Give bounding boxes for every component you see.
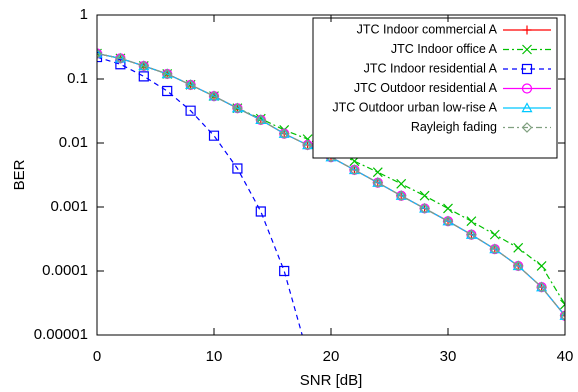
y-tick-label: 0.0001 xyxy=(42,262,88,279)
marker xyxy=(255,206,266,217)
legend-label: JTC Outdoor urban low-rise A xyxy=(332,100,497,114)
marker xyxy=(279,265,290,277)
legend: JTC Indoor commercial A JTC Indoor office… xyxy=(312,17,558,159)
x-tick-label: 30 xyxy=(440,348,457,365)
y-tick-label: 0.001 xyxy=(50,198,88,215)
y-tick-label: 0.1 xyxy=(67,70,88,87)
marker xyxy=(161,68,173,80)
marker xyxy=(97,48,103,59)
marker xyxy=(522,25,532,35)
marker xyxy=(536,261,547,271)
marker xyxy=(419,190,430,201)
marker xyxy=(521,83,533,94)
marker xyxy=(372,177,384,189)
marker xyxy=(512,260,524,271)
legend-label: JTC Indoor commercial A xyxy=(357,22,498,36)
marker xyxy=(208,90,220,102)
marker xyxy=(348,164,360,175)
marker xyxy=(395,190,407,202)
marker xyxy=(522,44,532,55)
marker xyxy=(255,114,267,125)
y-tick-label: 1 xyxy=(80,6,88,23)
marker xyxy=(303,350,312,359)
marker xyxy=(442,215,454,227)
marker xyxy=(513,242,524,253)
marker xyxy=(302,139,314,150)
marker xyxy=(349,164,360,176)
marker xyxy=(536,281,547,293)
y-tick-label: 0.00001 xyxy=(34,326,88,343)
marker xyxy=(138,60,150,72)
marker xyxy=(442,215,454,226)
marker xyxy=(278,127,290,138)
marker xyxy=(115,53,126,64)
marker xyxy=(559,309,565,320)
marker xyxy=(559,310,565,322)
x-axis-label: SNR [dB] xyxy=(300,372,363,389)
marker xyxy=(372,176,384,187)
x-tick-label: 20 xyxy=(323,348,340,365)
marker xyxy=(97,47,103,58)
marker xyxy=(536,281,548,292)
series-line xyxy=(97,56,303,335)
marker xyxy=(185,79,197,90)
marker xyxy=(232,102,243,114)
marker xyxy=(521,122,533,133)
marker xyxy=(372,167,383,178)
marker xyxy=(465,228,477,239)
marker xyxy=(185,79,196,91)
marker xyxy=(255,114,267,126)
marker xyxy=(489,243,501,254)
legend-label: JTC Outdoor residential A xyxy=(354,81,498,95)
legend-label: Rayleigh fading xyxy=(411,120,497,134)
marker xyxy=(521,102,533,113)
marker xyxy=(512,260,524,272)
marker xyxy=(278,128,290,139)
marker xyxy=(466,216,477,227)
legend-label: JTC Indoor residential A xyxy=(364,61,498,75)
marker xyxy=(443,203,453,214)
marker xyxy=(396,178,407,189)
marker xyxy=(231,102,243,113)
marker xyxy=(115,59,126,70)
x-tick-label: 10 xyxy=(206,348,223,365)
marker xyxy=(489,243,501,255)
legend-label: JTC Indoor office A xyxy=(391,42,498,56)
marker xyxy=(232,163,243,174)
marker xyxy=(419,203,430,214)
marker xyxy=(419,202,431,213)
marker xyxy=(302,139,313,151)
marker xyxy=(185,105,196,116)
x-tick-label: 0 xyxy=(93,348,101,365)
marker xyxy=(162,85,173,97)
x-tick-label: 40 xyxy=(557,348,574,365)
y-axis-label: BER xyxy=(11,159,28,190)
marker xyxy=(466,229,477,240)
marker xyxy=(489,229,500,240)
marker xyxy=(138,60,150,71)
marker xyxy=(560,299,565,310)
y-tick-label: 0.01 xyxy=(59,134,88,151)
marker xyxy=(395,189,407,200)
marker xyxy=(138,71,149,82)
marker xyxy=(208,130,220,141)
marker xyxy=(521,63,533,75)
